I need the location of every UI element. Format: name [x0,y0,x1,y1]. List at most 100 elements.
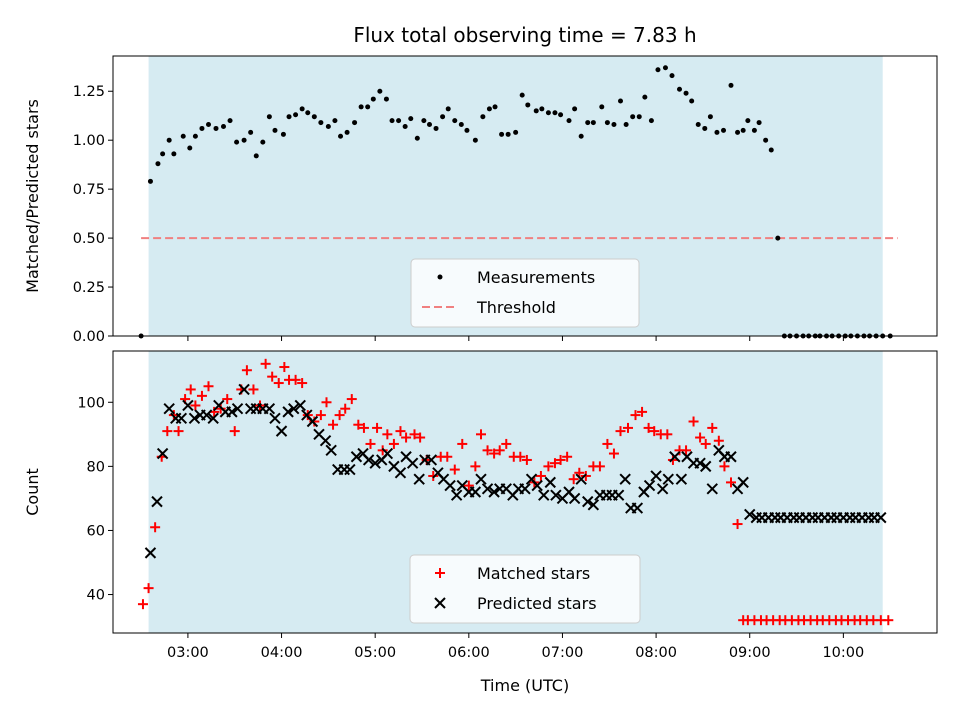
measurement-point [192,133,198,139]
predicted-star-point [151,495,163,508]
predicted-star-point [488,486,500,498]
matched-star-point [594,461,605,472]
predicted-star-point [306,415,319,428]
matched-star-point [688,416,699,427]
predicted-star-point [319,435,332,447]
measurement-point [505,131,511,137]
matched-star-point [382,429,393,440]
matched-star-point [190,400,201,411]
top-x-ticks [187,336,844,341]
matched-star-point [449,464,460,475]
measurement-point [241,137,247,143]
matched-star-point [470,461,481,472]
matched-star-point [643,422,654,433]
y-tick-label: 0.00 [73,329,105,345]
measurement-point [525,102,531,108]
predicted-star-point [344,463,356,476]
measurement-point [751,127,757,133]
measurement-point [234,139,240,145]
predicted-star-point [275,425,288,437]
matched-star-point [372,422,383,433]
predicted-star-point [226,406,238,418]
matched-star-point [297,378,308,389]
predicted-star-point [643,479,656,492]
predicted-star-point [694,457,706,469]
top-legend-box [410,258,640,328]
predicted-star-point [669,451,681,463]
measurement-point [260,139,266,145]
measurement-point [338,133,344,139]
measurement-point [180,133,186,139]
matched-star-point [353,419,364,430]
matched-star-point [695,432,706,443]
predicted-star-point [656,483,669,495]
measurement-point [352,120,358,126]
predicted-star-point [737,476,749,489]
predicted-star-point [207,412,219,425]
predicted-star-point [706,483,718,495]
predicted-star-point [175,412,188,425]
matched-star-point [273,378,284,389]
predicted-star-point [481,483,494,495]
measurement-point [539,106,545,112]
x-tick-label: 07:00 [542,645,584,661]
predicted-star-point [144,547,157,559]
measurement-point [683,90,689,96]
matched-star-point [260,358,271,369]
matched-star-point [241,365,252,376]
matched-star-point [475,429,486,440]
matched-star-point [222,394,233,405]
top-panel: 0.00 0.25 0.50 0.75 1.00 1.25 Matched/Predict… [23,55,938,345]
measurement-point [642,94,648,100]
matched-star-point [229,426,240,437]
measurement-point [440,114,446,120]
matched-star-point [568,474,579,485]
measurement-point [707,114,713,120]
matched-star-point [334,410,345,421]
matched-star-point [328,419,339,430]
measurement-point [318,120,324,126]
matched-star-point [543,461,554,472]
matched-star-point [713,435,724,446]
matched-star-point [137,599,148,610]
measurement-point [648,118,654,124]
matched-star-point [637,406,648,417]
measurement-point [572,106,578,112]
predicted-star-point [294,399,306,412]
matched-star-point [457,438,468,449]
measurement-point [618,98,624,104]
measurement-point [662,65,668,71]
matched-star-point [203,381,214,392]
matched-star-point [409,429,420,440]
measurement-point [552,110,558,116]
measurement-point [458,122,464,128]
matched-star-point [521,454,532,465]
measurement-point [590,120,596,126]
x-tick-label: 08:00 [635,645,677,661]
predicted-star-point [182,399,194,412]
bottom-plot-frame [112,350,938,634]
predicted-star-point [619,473,631,485]
matched-star-point [549,458,560,469]
measurement-point [445,106,451,112]
measurement-point [248,129,254,135]
predicted-star-point [188,412,201,425]
measurement-point [558,112,564,118]
matched-star-point [321,397,332,408]
matched-star-point [346,394,357,405]
predicted-star-point [587,499,600,511]
x-tick-label: 09:00 [729,645,771,661]
predicted-star-point [231,402,244,415]
y-tick-label: 60 [87,523,105,539]
measurement-point [775,235,781,241]
measurement-point [689,98,695,104]
matched-star-point [279,362,290,373]
measurement-point [370,96,376,102]
predicted-star-point [282,406,294,418]
matched-star-point [401,432,412,443]
measurement-point [171,151,177,157]
matched-star-point [150,522,161,533]
measurement-point [486,106,492,112]
predicted-star-point [450,489,463,501]
